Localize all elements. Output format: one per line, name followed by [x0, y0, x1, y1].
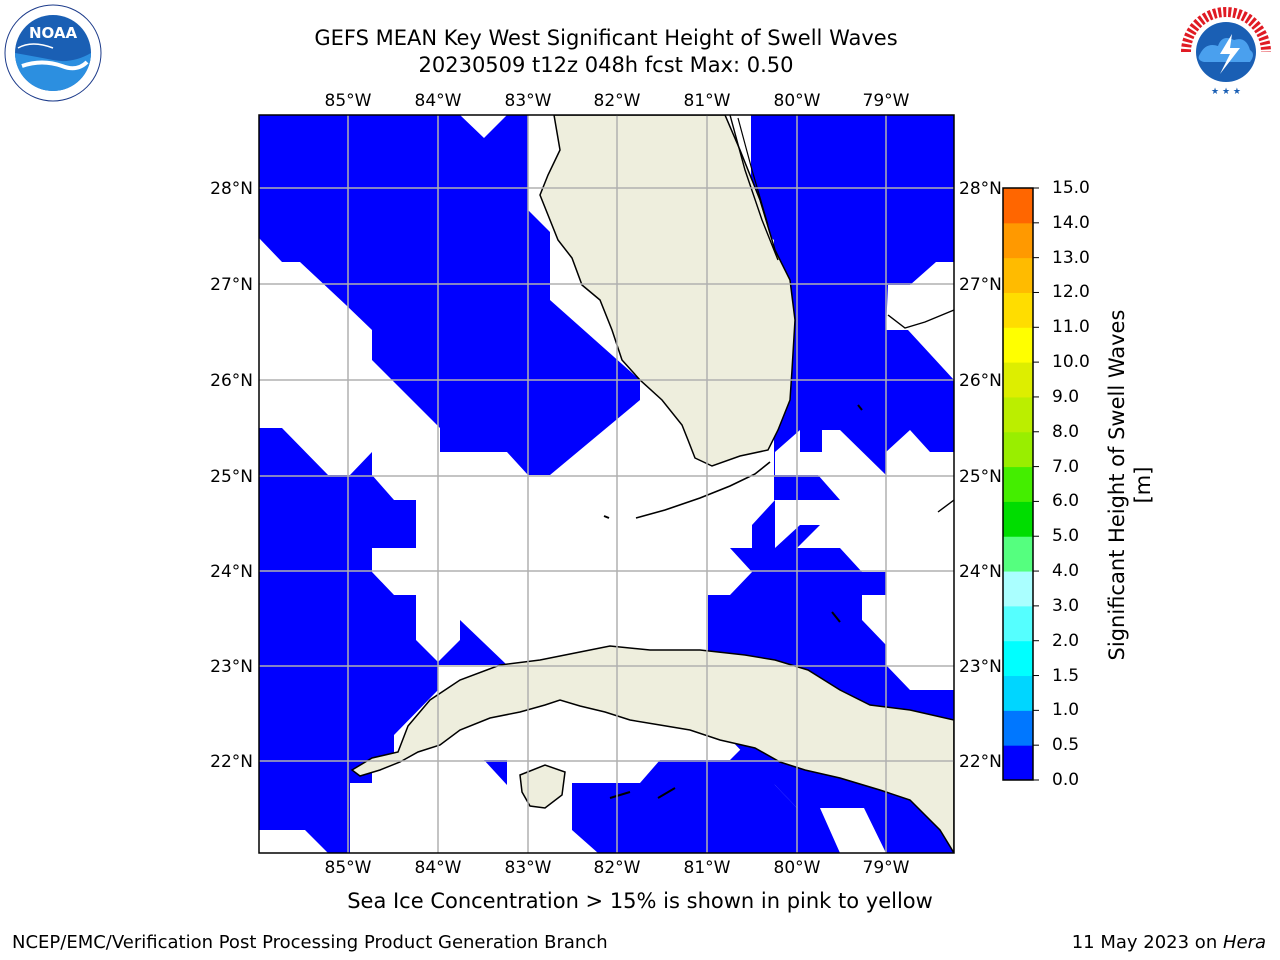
colorbar: [1003, 188, 1033, 781]
colorbar-tick-label: 14.0: [1052, 212, 1090, 233]
lat-label-right: 24°N: [959, 562, 1002, 582]
lat-label-left: 24°N: [210, 562, 253, 582]
lon-label-bottom: 80°W: [774, 858, 821, 878]
credit-date: 11 May 2023 on Hera: [1072, 932, 1266, 953]
colorbar-tick-label: 7.0: [1052, 456, 1080, 477]
colorbar-swatch: [1003, 222, 1033, 259]
colorbar-swatch: [1003, 605, 1033, 642]
lon-label-top: 81°W: [684, 91, 731, 111]
colorbar-swatch: [1003, 327, 1033, 363]
lon-label-top: 84°W: [415, 91, 462, 111]
colorbar-tick-label: 4.0: [1052, 561, 1080, 582]
lon-label-bottom: 83°W: [505, 858, 552, 878]
colorbar-title: Significant Height of Swell Waves [m]: [1105, 309, 1155, 661]
lat-label-left: 23°N: [210, 657, 253, 677]
colorbar-swatch: [1003, 710, 1033, 746]
colorbar-swatch: [1003, 292, 1033, 328]
colorbar-frame: [1002, 187, 1034, 781]
colorbar-tick-label: 0.0: [1052, 770, 1080, 790]
colorbar-tick-label: 11.0: [1052, 317, 1090, 338]
lon-label-top: 80°W: [774, 91, 821, 111]
colorbar-tick-label: 13.0: [1052, 247, 1090, 268]
lat-label-left: 28°N: [210, 179, 253, 199]
lat-label-right: 26°N: [959, 371, 1002, 391]
nws-logo: ★ ★ ★: [1180, 6, 1272, 98]
colorbar-tick-label: 5.0: [1052, 526, 1080, 547]
swell-field-0-0.5m: [259, 115, 954, 853]
colorbar-tick-label: 2.0: [1052, 630, 1080, 651]
colorbar-swatch: [1003, 640, 1033, 677]
map-frame: [258, 114, 955, 854]
colorbar-tick-label: 9.0: [1052, 386, 1080, 407]
graticule: [259, 115, 954, 853]
lon-label-top: 85°W: [325, 91, 372, 111]
lon-label-top: 83°W: [505, 91, 552, 111]
chart-title-line-2: 20230509 t12z 048h fcst Max: 0.50: [418, 53, 794, 77]
lat-label-left: 22°N: [210, 752, 253, 772]
colorbar-swatch: [1003, 571, 1033, 607]
colorbar-tick-label: 15.0: [1052, 178, 1090, 198]
credit-branch: NCEP/EMC/Verification Post Processing Pr…: [12, 932, 608, 953]
lon-label-bottom: 79°W: [863, 858, 910, 878]
lon-label-top: 82°W: [594, 91, 641, 111]
colorbar-swatch: [1003, 257, 1033, 293]
colorbar-swatch: [1003, 362, 1033, 398]
colorbar-tick-label: 1.5: [1052, 665, 1080, 686]
lat-label-right: 27°N: [959, 275, 1002, 295]
lat-label-left: 25°N: [210, 467, 253, 487]
colorbar-swatch: [1003, 396, 1033, 433]
svg-text:NOAA: NOAA: [29, 24, 78, 42]
colorbar-tick-label: 10.0: [1052, 352, 1090, 373]
lat-label-right: 22°N: [959, 752, 1002, 772]
lon-label-bottom: 81°W: [684, 858, 731, 878]
sea-ice-note: Sea Ice Concentration > 15% is shown in …: [347, 889, 933, 913]
colorbar-swatch: [1003, 501, 1033, 537]
lon-label-bottom: 82°W: [594, 858, 641, 878]
colorbar-swatch: [1003, 431, 1033, 468]
noaa-logo: NOAA: [4, 4, 102, 102]
colorbar-tick-label: 0.5: [1052, 735, 1080, 756]
lat-label-left: 27°N: [210, 275, 253, 295]
colorbar-swatch: [1003, 466, 1033, 502]
colorbar-tick-label: 12.0: [1052, 282, 1090, 303]
isla-de-la-juventud: [519, 764, 566, 809]
florida-keys: [635, 461, 771, 519]
colorbar-swatch: [1003, 188, 1033, 224]
colorbar-tick-label: 8.0: [1052, 421, 1080, 442]
colorbar-tick-label: 6.0: [1052, 491, 1080, 512]
cuba-land: [350, 645, 954, 853]
colorbar-swatch: [1003, 536, 1033, 572]
colorbar-swatch: [1003, 675, 1033, 711]
lat-label-right: 23°N: [959, 657, 1002, 677]
colorbar-swatch: [1003, 745, 1033, 781]
lat-label-right: 25°N: [959, 467, 1002, 487]
lon-label-bottom: 84°W: [415, 858, 462, 878]
chart-title-line-1: GEFS MEAN Key West Significant Height of…: [314, 26, 898, 50]
svg-text:★ ★ ★: ★ ★ ★: [1211, 87, 1241, 97]
colorbar-tick-label: 1.0: [1052, 700, 1080, 721]
lon-label-top: 79°W: [863, 91, 910, 111]
colorbar-tick-label: 3.0: [1052, 595, 1080, 616]
credit-date-text: 11 May 2023 on: [1071, 932, 1223, 953]
lat-label-right: 28°N: [959, 179, 1002, 199]
florida-land: [539, 115, 796, 467]
lat-label-left: 26°N: [210, 371, 253, 391]
lon-label-bottom: 85°W: [325, 858, 372, 878]
credit-machine: Hera: [1222, 932, 1266, 953]
